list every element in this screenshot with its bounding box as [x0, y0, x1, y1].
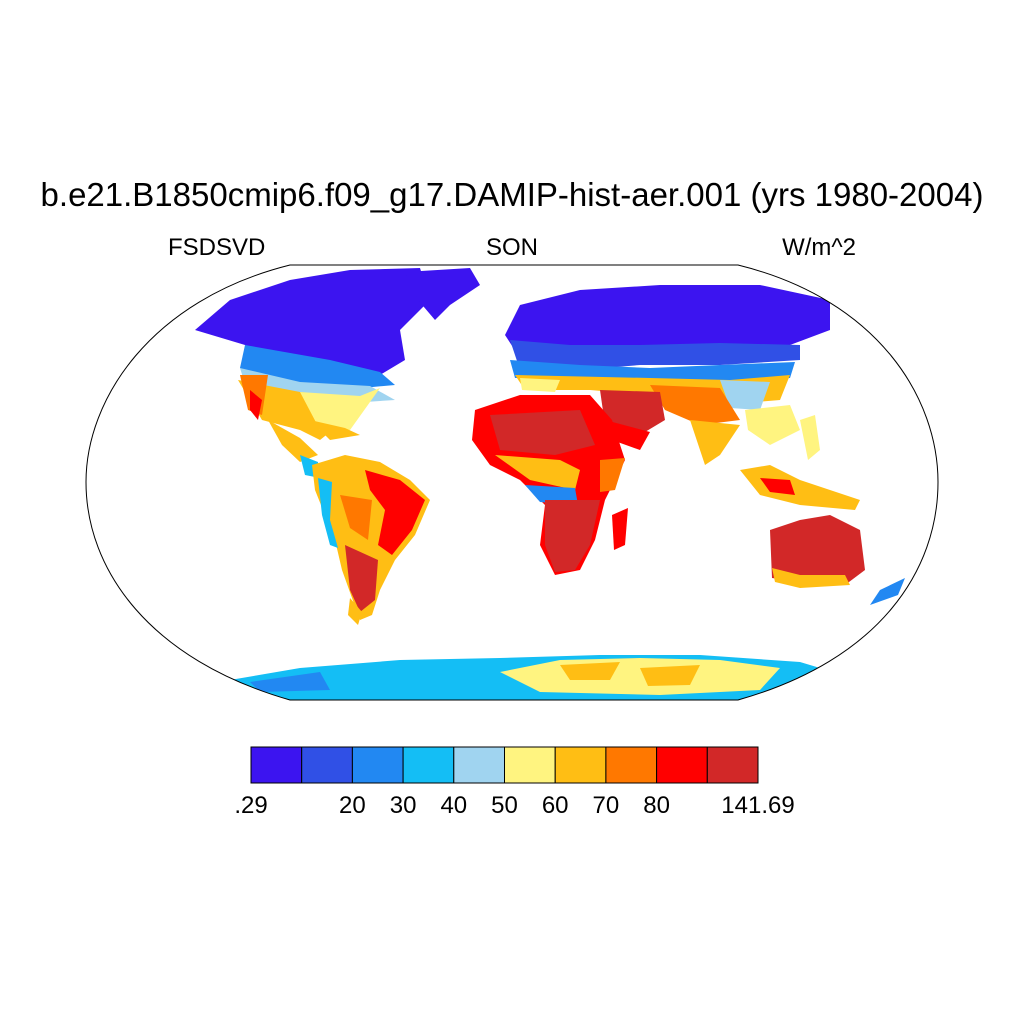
colorbar-swatch — [351, 746, 404, 784]
colorbar-swatch — [656, 746, 708, 784]
colorbar-tick-label: 60 — [541, 792, 569, 819]
australia — [770, 515, 865, 588]
north-america — [195, 268, 430, 478]
south-america — [312, 455, 430, 625]
colorbar-tick-label: 50 — [491, 792, 518, 819]
colorbar-tick-label: 141.69 — [721, 792, 795, 819]
new-zealand — [870, 578, 905, 605]
colorbar-swatch — [605, 746, 658, 784]
maritime-asia — [740, 415, 860, 510]
map-border — [85, 264, 939, 701]
colorbar-swatch — [706, 746, 759, 784]
colorbar-swatch — [402, 746, 455, 784]
colorbar — [250, 746, 759, 784]
colorbar-swatch — [554, 746, 607, 784]
colorbar-tick-label: 70 — [592, 792, 620, 819]
colorbar-tick-label: 40 — [440, 792, 468, 819]
antarctica — [200, 655, 860, 700]
colorbar-tick-label: 80 — [643, 792, 670, 819]
plot-title: b.e21.B1850cmip6.f09_g17.DAMIP-hist-aer.… — [40, 176, 984, 213]
colorbar-swatch — [250, 746, 303, 784]
map-fill-layer — [195, 268, 905, 700]
greenland — [405, 268, 480, 320]
variable-label: FSDSVD — [168, 234, 266, 261]
colorbar-swatch — [453, 746, 505, 784]
season-label: SON — [485, 234, 538, 261]
colorbar-tick-label: .29 — [234, 792, 268, 819]
colorbar-swatch — [504, 746, 556, 784]
eurasia — [505, 285, 830, 465]
colorbar-swatch — [301, 746, 353, 784]
colorbar-tick-label: 30 — [389, 792, 417, 819]
colorbar-tick-label: 20 — [339, 792, 366, 819]
africa — [472, 395, 628, 575]
units-label: W/m^2 — [782, 234, 856, 261]
